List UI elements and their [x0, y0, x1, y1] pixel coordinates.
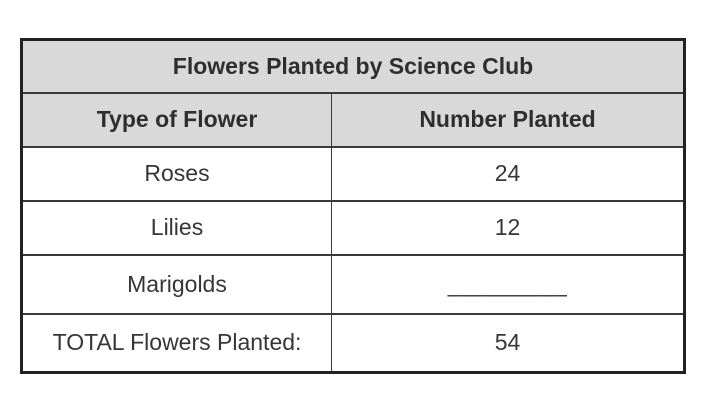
total-number-cell: 54 — [331, 312, 685, 374]
table-row-roses: Roses 24 — [21, 145, 685, 202]
table-row-marigolds: Marigolds _________ — [21, 253, 685, 315]
flowers-planted-table: Flowers Planted by Science Club Type of … — [20, 38, 686, 374]
number-planted-cell: 24 — [331, 145, 685, 202]
fill-in-blank-line: _________ — [447, 270, 568, 297]
table-title: Flowers Planted by Science Club — [21, 38, 685, 94]
number-planted-blank-cell: _________ — [331, 253, 685, 315]
table-title-row: Flowers Planted by Science Club — [21, 38, 685, 94]
flower-type-cell: Lilies — [21, 199, 332, 256]
table-row-total: TOTAL Flowers Planted: 54 — [21, 312, 685, 374]
column-header-number-planted: Number Planted — [331, 91, 685, 148]
table-row-lilies: Lilies 12 — [21, 199, 685, 256]
flower-type-cell: Marigolds — [21, 253, 332, 315]
number-planted-cell: 12 — [331, 199, 685, 256]
column-header-row: Type of Flower Number Planted — [21, 91, 685, 148]
total-label-cell: TOTAL Flowers Planted: — [21, 312, 332, 374]
column-header-type-of-flower: Type of Flower — [21, 91, 332, 148]
flower-type-cell: Roses — [21, 145, 332, 202]
